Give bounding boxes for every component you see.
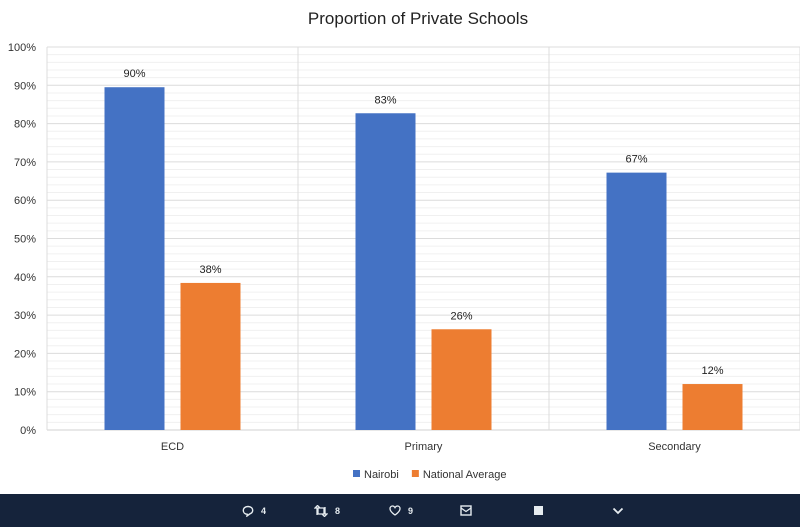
mail-icon xyxy=(460,505,472,516)
y-tick-label: 70% xyxy=(14,157,36,169)
y-tick-label: 10% xyxy=(14,387,36,399)
reply-icon xyxy=(242,505,254,517)
square-icon xyxy=(534,506,543,515)
y-tick-label: 100% xyxy=(8,42,36,54)
y-tick-label: 30% xyxy=(14,310,36,322)
legend-label: Nairobi xyxy=(364,469,399,481)
like-button[interactable]: 9 xyxy=(389,494,413,527)
legend-label: National Average xyxy=(423,469,507,481)
bar-national-average xyxy=(180,282,241,430)
reply-count: 4 xyxy=(261,505,267,516)
bar-national-average xyxy=(682,384,743,430)
share-button[interactable] xyxy=(534,494,543,527)
y-tick-label: 40% xyxy=(14,272,36,284)
bar-nairobi xyxy=(606,172,667,430)
retweet-button[interactable]: 8 xyxy=(314,494,340,527)
chevron-down-icon xyxy=(612,507,624,514)
reply-button[interactable]: 4 xyxy=(242,494,266,527)
tweet-action-bar: 4 8 9 xyxy=(0,494,800,527)
bar-nairobi xyxy=(104,87,165,430)
y-tick-label: 60% xyxy=(14,195,36,207)
like-count: 9 xyxy=(408,505,414,516)
data-label: 83% xyxy=(374,94,396,106)
data-label: 67% xyxy=(625,154,647,166)
bar-chart: Proportion of Private Schools 0% 10% 20% 30… xyxy=(8,9,800,481)
heart-icon xyxy=(389,505,401,516)
retweet-icon xyxy=(314,504,328,517)
x-tick-label: Primary xyxy=(405,441,443,453)
retweet-count: 8 xyxy=(335,505,341,516)
data-label: 26% xyxy=(450,310,472,322)
dm-button[interactable] xyxy=(460,494,472,527)
legend-swatch xyxy=(353,470,360,477)
y-tick-label: 90% xyxy=(14,80,36,92)
bar-nairobi xyxy=(355,113,416,430)
y-tick-label: 20% xyxy=(14,348,36,360)
data-label: 90% xyxy=(123,68,145,80)
more-button[interactable] xyxy=(612,494,624,527)
x-tick-label: Secondary xyxy=(648,441,701,453)
chart-title: Proportion of Private Schools xyxy=(308,9,528,28)
y-tick-label: 80% xyxy=(14,119,36,131)
data-label: 38% xyxy=(199,264,221,276)
y-tick-label: 0% xyxy=(20,425,36,437)
data-label: 12% xyxy=(701,365,723,377)
x-tick-label: ECD xyxy=(161,441,184,453)
y-tick-label: 50% xyxy=(14,234,36,246)
legend: Nairobi National Average xyxy=(353,469,506,481)
legend-swatch xyxy=(411,470,419,477)
bar-national-average xyxy=(431,329,492,430)
